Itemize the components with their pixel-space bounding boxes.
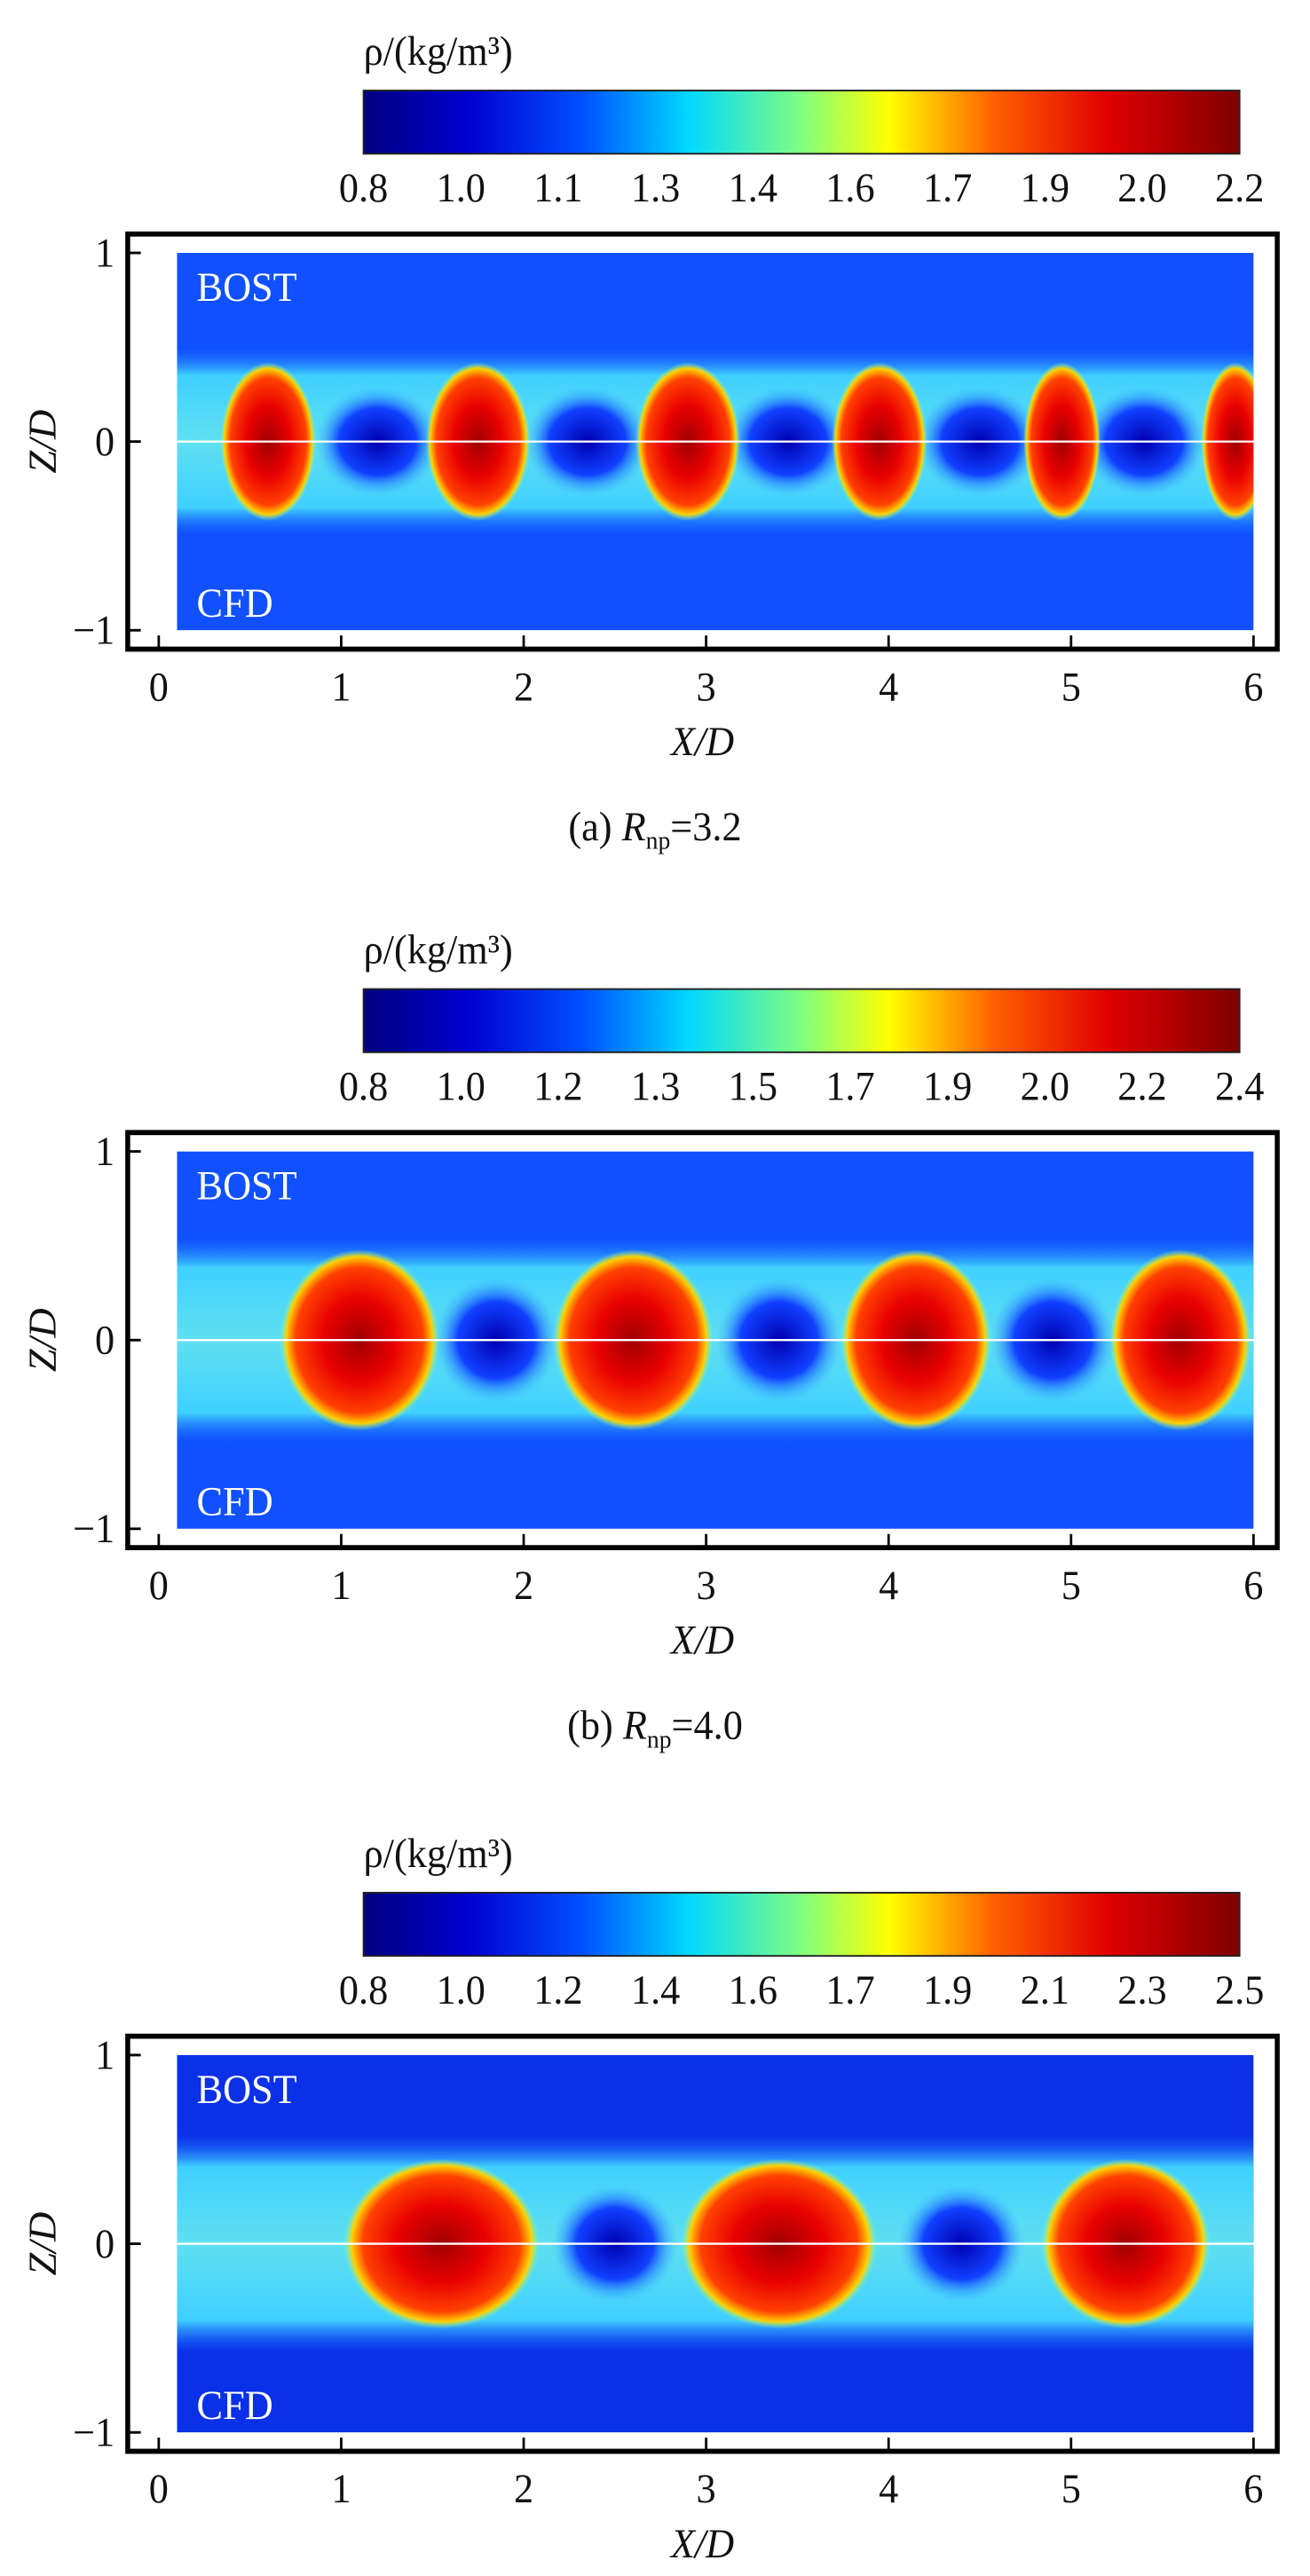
y-tick-label: −1 [73, 608, 114, 653]
caption-part: np [647, 1726, 672, 1754]
x-axis-label: X/D [669, 2521, 734, 2566]
y-axis-label: Z/D [21, 2212, 65, 2276]
colorbar-tick-label: 1.2 [533, 1064, 582, 1109]
y-tick-label: 1 [95, 1129, 114, 1174]
colorbar-tick-label: 1.6 [729, 1967, 777, 2013]
colorbar-tick-label: 1.2 [533, 1967, 582, 2013]
x-tick-label: 0 [149, 1563, 169, 1608]
colorbar-title: ρ/(kg/m³) [364, 1831, 513, 1876]
x-tick-label: 4 [879, 2466, 898, 2511]
colorbar-tick-label: 2.2 [1117, 1064, 1166, 1109]
annotation: CFD [197, 580, 273, 626]
colorbar-tick-label: 2.0 [1117, 165, 1166, 210]
y-axis-label: Z/D [21, 410, 65, 474]
x-tick-label: 2 [514, 1563, 533, 1608]
y-tick-label: 0 [95, 419, 114, 464]
caption-part: =4.0 [672, 1703, 743, 1748]
x-tick-label: 2 [514, 2466, 533, 2511]
caption-part: (a) [568, 804, 612, 849]
caption: (a) Rnp=3.2 [568, 804, 741, 855]
x-tick-label: 4 [879, 664, 898, 709]
caption-part: np [646, 827, 671, 855]
colorbar-tick-label: 2.4 [1215, 1064, 1264, 1109]
x-axis-label: X/D [669, 719, 734, 764]
y-tick-label: −1 [73, 1506, 114, 1551]
annotation: BOST [197, 264, 297, 310]
caption-part: (b) [567, 1703, 613, 1748]
annotation: CFD [197, 2383, 273, 2428]
x-tick-label: 3 [697, 2466, 716, 2511]
colorbar-tick-label: 1.1 [533, 165, 582, 210]
colorbar-tick-label: 1.7 [825, 1064, 874, 1109]
colorbar-tick-label: 1.6 [825, 165, 874, 210]
caption: (b) Rnp=4.0 [567, 1703, 743, 1754]
colorbar-tick-label: 1.0 [437, 1064, 485, 1109]
annotation: CFD [197, 1479, 273, 1524]
colorbar-title: ρ/(kg/m³) [364, 927, 513, 973]
colorbar-tick-label: 1.9 [923, 1064, 972, 1109]
colorbar-tick-label: 2.3 [1117, 1967, 1166, 2013]
y-tick-label: 0 [95, 2221, 114, 2266]
colorbar-tick-label: 1.5 [729, 1064, 777, 1109]
colorbar-title: ρ/(kg/m³) [364, 28, 513, 74]
x-axis-label: X/D [669, 1618, 734, 1663]
colorbar [362, 90, 1241, 155]
colorbar-tick-label: 1.9 [923, 1967, 972, 2013]
colorbar-tick-label: 2.1 [1021, 1967, 1069, 2013]
caption-part: R [621, 804, 646, 849]
x-tick-label: 3 [697, 1563, 716, 1608]
colorbar-tick-label: 1.4 [631, 1967, 680, 2013]
x-tick-label: 1 [331, 664, 351, 709]
colorbar-tick-label: 1.3 [631, 1064, 680, 1109]
y-axis-label: Z/D [21, 1308, 65, 1372]
y-tick-label: 0 [95, 1318, 114, 1363]
colorbar-tick-label: 1.0 [437, 165, 485, 210]
colorbar-tick-label: 1.7 [825, 1967, 874, 2013]
annotation: BOST [197, 1163, 297, 1209]
x-tick-label: 6 [1243, 1563, 1263, 1608]
x-tick-label: 1 [331, 2466, 351, 2511]
colorbar-tick-label: 1.0 [437, 1967, 485, 2013]
colorbar-tick-label: 2.5 [1215, 1967, 1264, 2013]
annotation: BOST [197, 2067, 297, 2112]
x-tick-label: 0 [149, 2466, 169, 2511]
colorbar-tick-label: 0.8 [339, 165, 388, 210]
x-tick-label: 2 [514, 664, 533, 709]
colorbar-tick-label: 1.4 [729, 165, 777, 210]
x-tick-label: 0 [149, 664, 169, 709]
x-tick-label: 6 [1243, 664, 1263, 709]
caption-part: =3.2 [670, 804, 741, 849]
x-tick-label: 5 [1061, 664, 1081, 709]
colorbar-tick-label: 0.8 [339, 1967, 388, 2013]
colorbar [362, 988, 1241, 1053]
y-tick-label: 1 [95, 231, 114, 276]
colorbar-tick-label: 1.9 [1021, 165, 1069, 210]
colorbar-tick-label: 2.2 [1215, 165, 1264, 210]
colorbar [362, 1892, 1241, 1958]
y-tick-label: −1 [73, 2410, 114, 2455]
x-tick-label: 5 [1061, 1563, 1081, 1608]
colorbar-tick-label: 1.7 [923, 165, 972, 210]
colorbar-tick-label: 2.0 [1021, 1064, 1069, 1109]
colorbar-tick-label: 1.3 [631, 165, 680, 210]
x-tick-label: 4 [879, 1563, 898, 1608]
x-tick-label: 6 [1243, 2466, 1263, 2511]
x-tick-label: 5 [1061, 2466, 1081, 2511]
x-tick-label: 3 [697, 664, 716, 709]
caption-part: R [622, 1703, 647, 1748]
y-tick-label: 1 [95, 2033, 114, 2078]
x-tick-label: 1 [331, 1563, 351, 1608]
colorbar-tick-label: 0.8 [339, 1064, 388, 1109]
